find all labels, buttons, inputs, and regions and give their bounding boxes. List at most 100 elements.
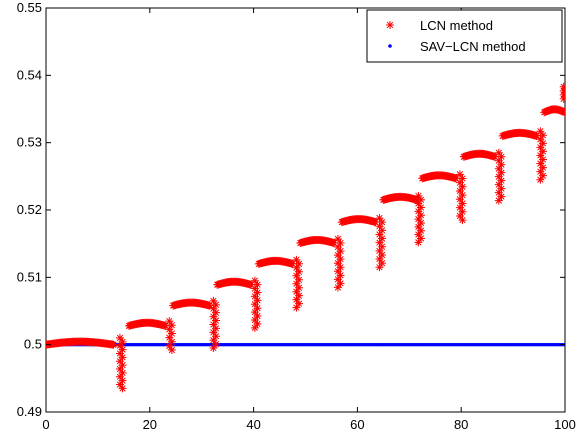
lcn-point bbox=[375, 263, 384, 272]
lcn-point bbox=[378, 218, 387, 227]
lcn-point bbox=[497, 184, 506, 193]
lcn-point bbox=[253, 296, 262, 305]
lcn-point bbox=[167, 329, 176, 338]
legend-sav-lcn-marker bbox=[388, 44, 392, 48]
lcn-point bbox=[536, 143, 545, 152]
lcn-point bbox=[209, 328, 218, 337]
lcn-point bbox=[458, 216, 467, 225]
lcn-point bbox=[118, 384, 127, 393]
y-tick-label: 0.52 bbox=[17, 202, 42, 217]
lcn-point bbox=[253, 280, 262, 289]
lcn-point bbox=[458, 182, 467, 191]
lcn-point bbox=[209, 320, 218, 329]
lcn-point bbox=[490, 152, 499, 161]
lcn-point bbox=[115, 365, 124, 374]
lcn-point bbox=[165, 317, 174, 326]
x-tick-label: 0 bbox=[42, 417, 49, 432]
lcn-point bbox=[333, 283, 342, 292]
lcn-point bbox=[375, 238, 384, 247]
lcn-point bbox=[330, 238, 339, 247]
y-tick-label: 0.53 bbox=[17, 135, 42, 150]
lcn-point bbox=[536, 167, 545, 176]
lcn-point bbox=[336, 263, 345, 272]
lcn-point bbox=[336, 247, 345, 256]
lcn-point bbox=[118, 368, 127, 377]
lcn-point bbox=[209, 336, 218, 345]
lcn-point bbox=[253, 304, 262, 313]
lcn-point bbox=[292, 303, 301, 312]
lcn-point bbox=[333, 259, 342, 268]
lcn-point bbox=[536, 151, 545, 160]
lcn-point bbox=[118, 337, 127, 346]
lcn-point bbox=[295, 291, 304, 300]
lcn-point bbox=[494, 172, 503, 181]
lcn-point bbox=[333, 243, 342, 252]
lcn-point bbox=[494, 164, 503, 173]
y-tick-label: 0.55 bbox=[17, 0, 42, 15]
lcn-point bbox=[333, 251, 342, 260]
lcn-point bbox=[378, 242, 387, 251]
lcn-point bbox=[209, 304, 218, 313]
lcn-point bbox=[378, 226, 387, 235]
lcn-point bbox=[292, 295, 301, 304]
lcn-point bbox=[538, 163, 547, 172]
lcn-point bbox=[538, 131, 547, 140]
lcn-point bbox=[118, 353, 127, 362]
y-tick-label: 0.5 bbox=[24, 337, 42, 352]
lcn-point bbox=[295, 299, 304, 308]
x-tick-label: 60 bbox=[350, 417, 364, 432]
legend-sav-lcn-label: SAV−LCN method bbox=[420, 39, 526, 54]
lcn-point bbox=[458, 207, 467, 216]
lcn-point bbox=[497, 176, 506, 185]
lcn-point bbox=[250, 276, 259, 285]
lcn-point bbox=[416, 218, 425, 227]
lcn-point bbox=[333, 275, 342, 284]
lcn-point bbox=[250, 300, 259, 309]
lcn-point bbox=[115, 372, 124, 381]
lcn-point bbox=[295, 259, 304, 268]
lcn-point bbox=[494, 180, 503, 189]
lcn-point bbox=[247, 280, 256, 289]
lcn-point bbox=[455, 170, 464, 179]
lcn-point bbox=[416, 203, 425, 212]
lcn-point bbox=[250, 284, 259, 293]
lcn-point bbox=[115, 357, 124, 366]
lcn-point bbox=[165, 341, 174, 350]
x-tick-label: 40 bbox=[246, 417, 260, 432]
lcn-point bbox=[167, 321, 176, 330]
lcn-point bbox=[115, 380, 124, 389]
series-lcn bbox=[46, 82, 565, 393]
lcn-point bbox=[414, 222, 423, 231]
lcn-point bbox=[375, 222, 384, 231]
y-tick-label: 0.51 bbox=[17, 269, 42, 284]
lcn-point bbox=[494, 188, 503, 197]
lcn-point bbox=[414, 199, 423, 208]
lcn-point bbox=[336, 255, 345, 264]
lcn-point bbox=[497, 192, 506, 201]
lcn-point bbox=[118, 345, 127, 354]
lcn-point bbox=[253, 319, 262, 328]
lcn-point bbox=[292, 287, 301, 296]
legend-lcn-label: LCN method bbox=[420, 18, 493, 33]
lcn-point bbox=[167, 337, 176, 346]
lcn-point bbox=[250, 308, 259, 317]
lcn-point bbox=[250, 292, 259, 301]
lcn-point bbox=[455, 195, 464, 204]
lcn-point bbox=[414, 191, 423, 200]
lcn-point bbox=[416, 234, 425, 243]
lcn-point bbox=[538, 147, 547, 156]
lcn-point bbox=[538, 155, 547, 164]
lcn-point bbox=[295, 283, 304, 292]
lcn-point bbox=[209, 296, 218, 305]
lcn-point bbox=[288, 259, 297, 268]
lcn-point bbox=[497, 168, 506, 177]
lcn-point bbox=[538, 139, 547, 148]
lcn-point bbox=[336, 238, 345, 247]
plot-area bbox=[45, 7, 566, 413]
axis-ticks: 0 20 40 60 80 100 0.49 0.5 0.51 0.52 0.53 0.54 0.55 bbox=[17, 0, 576, 432]
legend: LCN method SAV−LCN method bbox=[366, 9, 563, 63]
lcn-point bbox=[538, 171, 547, 180]
legend-box bbox=[366, 9, 563, 63]
lcn-point bbox=[118, 361, 127, 370]
lcn-point bbox=[295, 275, 304, 284]
